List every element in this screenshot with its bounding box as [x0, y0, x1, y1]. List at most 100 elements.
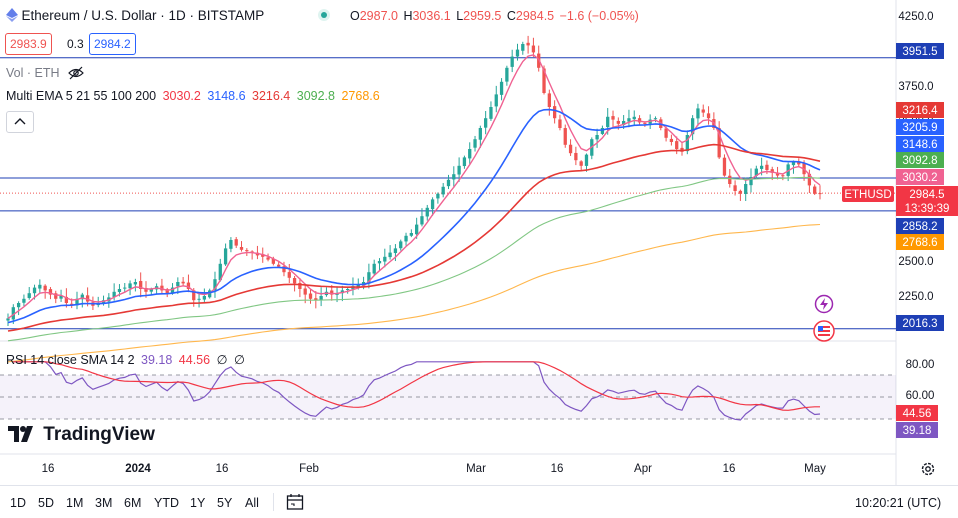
market-status-dot[interactable]: [318, 9, 330, 23]
candle-body: [367, 272, 371, 284]
timeframe-6m[interactable]: 6M: [124, 496, 142, 510]
candle-body: [744, 184, 748, 194]
settings-icon[interactable]: [920, 461, 936, 477]
volume-legend[interactable]: Vol · ETH: [6, 66, 84, 83]
candle-body: [117, 289, 122, 292]
rsi-pane: [0, 361, 896, 421]
candle-body: [759, 165, 764, 169]
candle-body: [675, 141, 679, 149]
timeframe-1y[interactable]: 1Y: [190, 496, 206, 510]
candle-body: [319, 296, 323, 301]
candle-body: [181, 281, 185, 284]
rsi-badge-label: 39.18: [903, 425, 932, 437]
tradingview-logo[interactable]: TradingView: [8, 424, 155, 446]
ema100-value: 3092.8: [296, 89, 335, 103]
candle-body: [383, 256, 387, 262]
candle-body: [11, 307, 15, 320]
eye-off-icon[interactable]: [68, 66, 84, 83]
candle-body: [192, 290, 196, 301]
candle-body: [404, 235, 408, 242]
candle-body: [489, 107, 493, 119]
candle-body: [266, 257, 270, 260]
toolbar-divider: [273, 493, 274, 511]
candle-body: [754, 168, 758, 176]
candle-body: [526, 42, 530, 46]
candle-body: [706, 113, 711, 119]
candle-body: [165, 289, 169, 294]
sell-button[interactable]: 2983.9: [5, 33, 52, 55]
candle-body: [202, 296, 207, 300]
timeframe-5d[interactable]: 5D: [38, 496, 54, 510]
candle-body: [330, 290, 334, 295]
candle-body: [521, 44, 525, 51]
candlestick-series: [6, 35, 822, 326]
candle-body: [308, 293, 313, 299]
candle-body: [738, 190, 743, 194]
timeframe-1d[interactable]: 1D: [10, 496, 26, 510]
clock-display[interactable]: 10:20:21 (UTC): [855, 496, 942, 510]
rsi-tick-label: 60.00: [906, 390, 935, 402]
candle-body: [48, 289, 53, 295]
price-axis[interactable]: 4250.04000.03750.03500.03250.03000.02750…: [842, 11, 958, 438]
candle-body: [70, 303, 74, 305]
current-price-badge: [896, 186, 958, 216]
time-axis[interactable]: 16 2024 16 Feb Mar 16 Apr 16 May: [42, 463, 827, 475]
candle-body: [420, 216, 424, 225]
us-flag-icon[interactable]: [813, 320, 835, 342]
candle-body: [43, 285, 47, 291]
price-badge: [896, 234, 944, 250]
symbol-title: Ethereum / U.S. Dollar · 1D · BITSTAMP: [21, 8, 265, 23]
candle-body: [436, 193, 440, 199]
candle-body: [568, 144, 573, 154]
price-badge-label: 3216.4: [902, 105, 938, 117]
collapse-legend-button[interactable]: [6, 111, 34, 133]
candle-body: [85, 295, 90, 302]
candle-body: [234, 239, 238, 246]
candle-body: [653, 118, 658, 120]
price-tick-label: 3750.0: [898, 81, 933, 93]
ema-5-line: [7, 54, 821, 319]
ema-100-line: [7, 176, 821, 342]
buy-button[interactable]: 2984.2: [89, 33, 136, 55]
ema55-value: 3216.4: [252, 89, 291, 103]
candle-body: [446, 179, 451, 187]
ohlc-values: O2987.0 H3036.1 L2959.5 C2984.5 −1.6 (−0…: [350, 9, 639, 23]
ema-21-line: [7, 108, 821, 324]
candle-body: [584, 154, 589, 166]
candle-body: [643, 122, 647, 124]
change-value: −1.6 (−0.05%): [559, 9, 639, 23]
timeframe-5y[interactable]: 5Y: [217, 496, 233, 510]
price-badge-label: 3205.9: [902, 122, 937, 134]
symbol-legend[interactable]: Ethereum / U.S. Dollar · 1D · BITSTAMP: [6, 8, 264, 23]
candle-body: [685, 135, 689, 152]
timeframe-1m[interactable]: 1M: [66, 496, 84, 510]
ema-legend[interactable]: Multi EMA 5 21 55 100 200 3030.2 3148.6 …: [6, 89, 380, 103]
candle-body: [717, 128, 721, 158]
timeframe-ytd[interactable]: YTD: [154, 496, 179, 510]
lightning-icon[interactable]: [814, 294, 834, 314]
candle-body: [664, 128, 668, 138]
ema-200-line: [7, 223, 821, 363]
rsi-line: [13, 361, 821, 421]
rsi-legend[interactable]: RSI 14 close SMA 14 2 39.18 44.56 ∅ ∅: [6, 352, 245, 367]
candle-body: [606, 116, 610, 128]
candle-body: [563, 128, 567, 145]
calendar-range-icon[interactable]: [286, 493, 304, 516]
candle-body: [229, 240, 233, 249]
candle-body: [632, 116, 636, 120]
timeframe-all[interactable]: All: [245, 496, 259, 510]
timeframe-3m[interactable]: 3M: [95, 496, 113, 510]
candle-body: [484, 118, 488, 128]
candle-body: [690, 118, 695, 135]
candle-body: [696, 108, 700, 119]
tradingview-logo-icon: [8, 426, 33, 442]
ema5-value: 3030.2: [162, 89, 201, 103]
rsi-sma-value: 44.56: [178, 353, 211, 367]
open-label: O: [350, 9, 360, 23]
price-badge: [896, 218, 944, 234]
candle-body: [239, 246, 244, 250]
rsi-badge: [896, 405, 938, 421]
candle-body: [531, 45, 536, 53]
price-badge-label: 2016.3: [902, 318, 937, 330]
